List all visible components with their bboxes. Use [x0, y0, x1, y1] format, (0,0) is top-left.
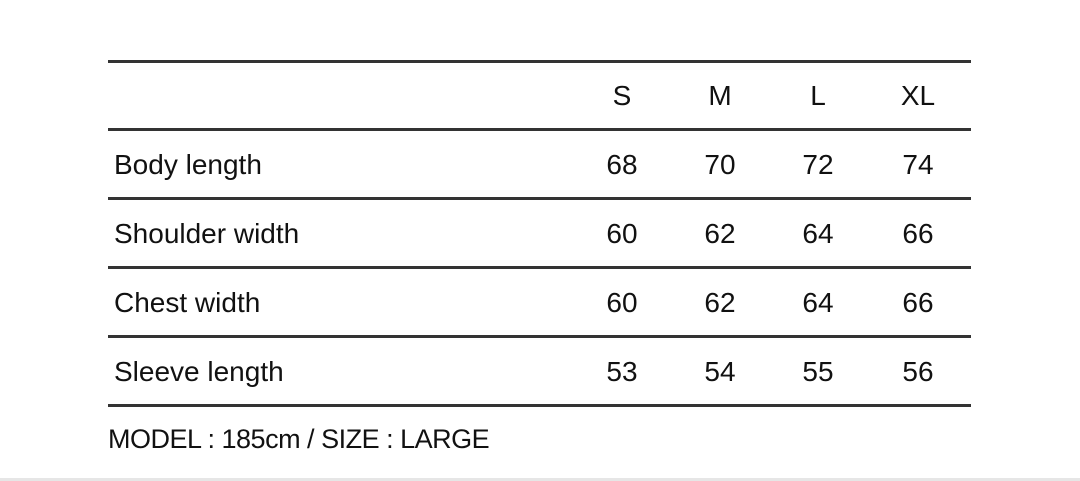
- cell-value: 66: [902, 287, 934, 318]
- cell-value: 55: [802, 356, 834, 387]
- table-row: Body length 68 70 72 74: [108, 132, 971, 198]
- cell-value: 68: [606, 149, 638, 180]
- header-m: M: [708, 80, 732, 111]
- table-rule: [108, 335, 971, 338]
- cell-value: 66: [902, 218, 934, 249]
- cell-value: 53: [606, 356, 638, 387]
- table-row: Shoulder width 60 62 64 66: [108, 201, 971, 267]
- row-label: Chest width: [114, 287, 261, 318]
- table-row: Sleeve length 53 54 55 56: [108, 339, 971, 405]
- row-label: Body length: [114, 149, 262, 180]
- table-rule: [108, 266, 971, 269]
- cell-value: 56: [902, 356, 934, 387]
- bottom-divider: [0, 478, 1080, 481]
- cell-value: 60: [606, 218, 638, 249]
- table-rule: [108, 197, 971, 200]
- cell-value: 64: [802, 218, 834, 249]
- model-size-note: MODEL : 185cm / SIZE : LARGE: [108, 424, 490, 454]
- cell-value: 72: [802, 149, 834, 180]
- cell-value: 62: [704, 287, 736, 318]
- cell-value: 74: [902, 149, 934, 180]
- header-s: S: [612, 80, 632, 111]
- row-label: Sleeve length: [114, 356, 284, 387]
- header-l: L: [810, 80, 826, 111]
- cell-value: 60: [606, 287, 638, 318]
- table-header-row: S M L XL: [108, 63, 971, 129]
- header-xl: XL: [900, 80, 936, 111]
- table-rule: [108, 128, 971, 131]
- cell-value: 70: [704, 149, 736, 180]
- table-bottom-rule: [108, 404, 971, 407]
- row-label: Shoulder width: [114, 218, 300, 249]
- table-row: Chest width 60 62 64 66: [108, 270, 971, 336]
- cell-value: 64: [802, 287, 834, 318]
- cell-value: 54: [704, 356, 736, 387]
- cell-value: 62: [704, 218, 736, 249]
- table-top-rule: [108, 60, 971, 63]
